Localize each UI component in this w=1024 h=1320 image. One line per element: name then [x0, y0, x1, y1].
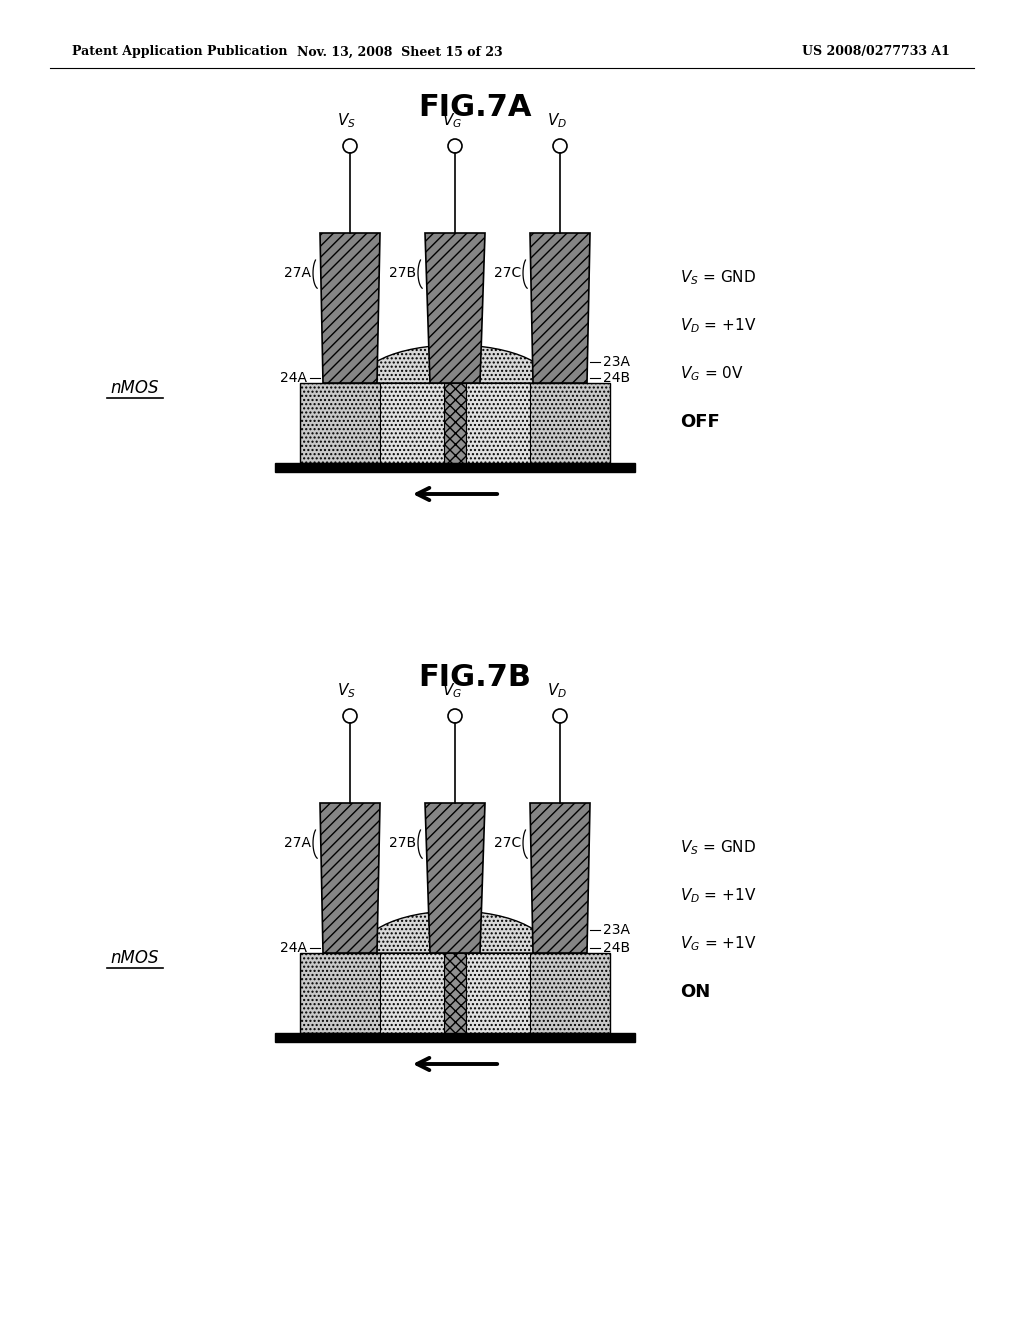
Text: US 2008/0277733 A1: US 2008/0277733 A1: [802, 45, 950, 58]
Text: 27C: 27C: [494, 267, 521, 280]
Polygon shape: [319, 234, 380, 383]
Text: 27A: 27A: [284, 836, 311, 850]
Text: $V_S$: $V_S$: [337, 681, 355, 701]
Text: 27A: 27A: [284, 267, 311, 280]
Text: $V_S$ = GND: $V_S$ = GND: [680, 269, 756, 288]
Polygon shape: [425, 234, 485, 383]
Text: Nov. 13, 2008  Sheet 15 of 23: Nov. 13, 2008 Sheet 15 of 23: [297, 45, 503, 58]
Polygon shape: [275, 463, 635, 473]
Text: $V_D$ = +1V: $V_D$ = +1V: [680, 887, 757, 906]
Text: $V_G$: $V_G$: [442, 681, 462, 701]
Text: $V_D$: $V_D$: [547, 681, 567, 701]
Text: 24A: 24A: [280, 371, 307, 385]
Text: $V_D$ = +1V: $V_D$ = +1V: [680, 317, 757, 335]
Text: 24A: 24A: [280, 941, 307, 954]
Text: ON: ON: [680, 983, 711, 1001]
Text: 24B: 24B: [603, 371, 630, 385]
Text: $V_S$ = GND: $V_S$ = GND: [680, 838, 756, 858]
Polygon shape: [444, 383, 466, 463]
Polygon shape: [300, 383, 610, 463]
Polygon shape: [530, 234, 590, 383]
Polygon shape: [380, 953, 530, 1034]
Text: $V_S$: $V_S$: [337, 112, 355, 131]
Text: 24B: 24B: [603, 941, 630, 954]
Polygon shape: [444, 953, 466, 1034]
Polygon shape: [360, 345, 550, 383]
Text: $V_G$ = +1V: $V_G$ = +1V: [680, 935, 757, 953]
Text: nMOS: nMOS: [111, 949, 160, 968]
Text: $V_G$ = 0V: $V_G$ = 0V: [680, 364, 743, 383]
Text: $V_G$: $V_G$: [442, 112, 462, 131]
Text: $V_D$: $V_D$: [547, 112, 567, 131]
Polygon shape: [425, 803, 485, 953]
Polygon shape: [380, 383, 530, 463]
Polygon shape: [530, 803, 590, 953]
Polygon shape: [275, 1034, 635, 1041]
Text: 23A: 23A: [603, 355, 630, 370]
Text: Patent Application Publication: Patent Application Publication: [72, 45, 288, 58]
Text: 27B: 27B: [389, 267, 416, 280]
Polygon shape: [300, 953, 610, 1034]
Text: 27C: 27C: [494, 836, 521, 850]
Text: FIG.7A: FIG.7A: [418, 92, 531, 121]
Polygon shape: [319, 803, 380, 953]
Polygon shape: [360, 911, 550, 953]
Text: OFF: OFF: [680, 413, 720, 432]
Text: FIG.7B: FIG.7B: [419, 663, 531, 692]
Text: 27B: 27B: [389, 836, 416, 850]
Text: nMOS: nMOS: [111, 379, 160, 397]
Text: 23A: 23A: [603, 923, 630, 937]
